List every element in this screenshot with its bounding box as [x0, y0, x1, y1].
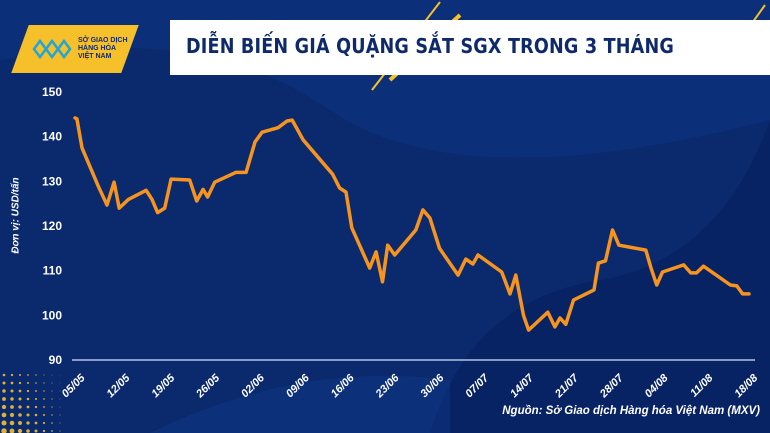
x-tick-label: 26/05 — [193, 372, 222, 401]
y-tick-label: 100 — [42, 308, 62, 322]
x-tick-label: 07/07 — [463, 372, 492, 401]
y-tick-label: 150 — [42, 85, 62, 99]
x-tick-label: 14/07 — [508, 372, 537, 401]
x-tick-label: 02/06 — [239, 372, 268, 401]
y-axis-label: Đơn vị: USD/tấn — [10, 177, 22, 254]
x-tick-label: 16/06 — [329, 372, 358, 401]
y-tick-label: 90 — [49, 353, 63, 367]
logo-line: HÀNG HÓA — [78, 45, 117, 52]
y-tick-label: 130 — [42, 174, 62, 188]
x-tick-label: 19/05 — [149, 372, 178, 401]
logo-line: VIỆT NAM — [78, 53, 112, 60]
x-tick-label: 09/06 — [284, 372, 313, 401]
x-tick-label: 23/06 — [373, 372, 402, 401]
chart-title: DIỄN BIẾN GIÁ QUẶNG SẮT SGX TRONG 3 THÁN… — [186, 34, 675, 58]
x-tick-label: 04/08 — [643, 372, 672, 401]
price-line — [73, 116, 751, 332]
logo-text: SỞ GIAO DỊCH HÀNG HÓA VIỆT NAM — [78, 37, 138, 61]
y-tick-label: 120 — [42, 219, 62, 233]
x-tick-label: 05/05 — [60, 372, 89, 401]
x-tick-label: 21/07 — [552, 372, 581, 401]
x-tick-label: 11/08 — [688, 372, 716, 400]
logo-line: SỞ GIAO DỊCH — [78, 37, 128, 44]
y-tick-label: 140 — [42, 130, 62, 144]
x-tick-label: 18/08 — [732, 372, 761, 401]
mxv-logo-icon — [32, 38, 72, 60]
x-tick-label: 30/06 — [418, 372, 447, 401]
y-tick-label: 110 — [43, 264, 63, 278]
source-note: Nguồn: Sở Giao dịch Hàng hóa Việt Nam (M… — [502, 405, 760, 417]
x-tick-label: 12/05 — [105, 372, 134, 401]
x-tick-label: 28/07 — [597, 372, 626, 401]
title-banner — [170, 20, 770, 75]
